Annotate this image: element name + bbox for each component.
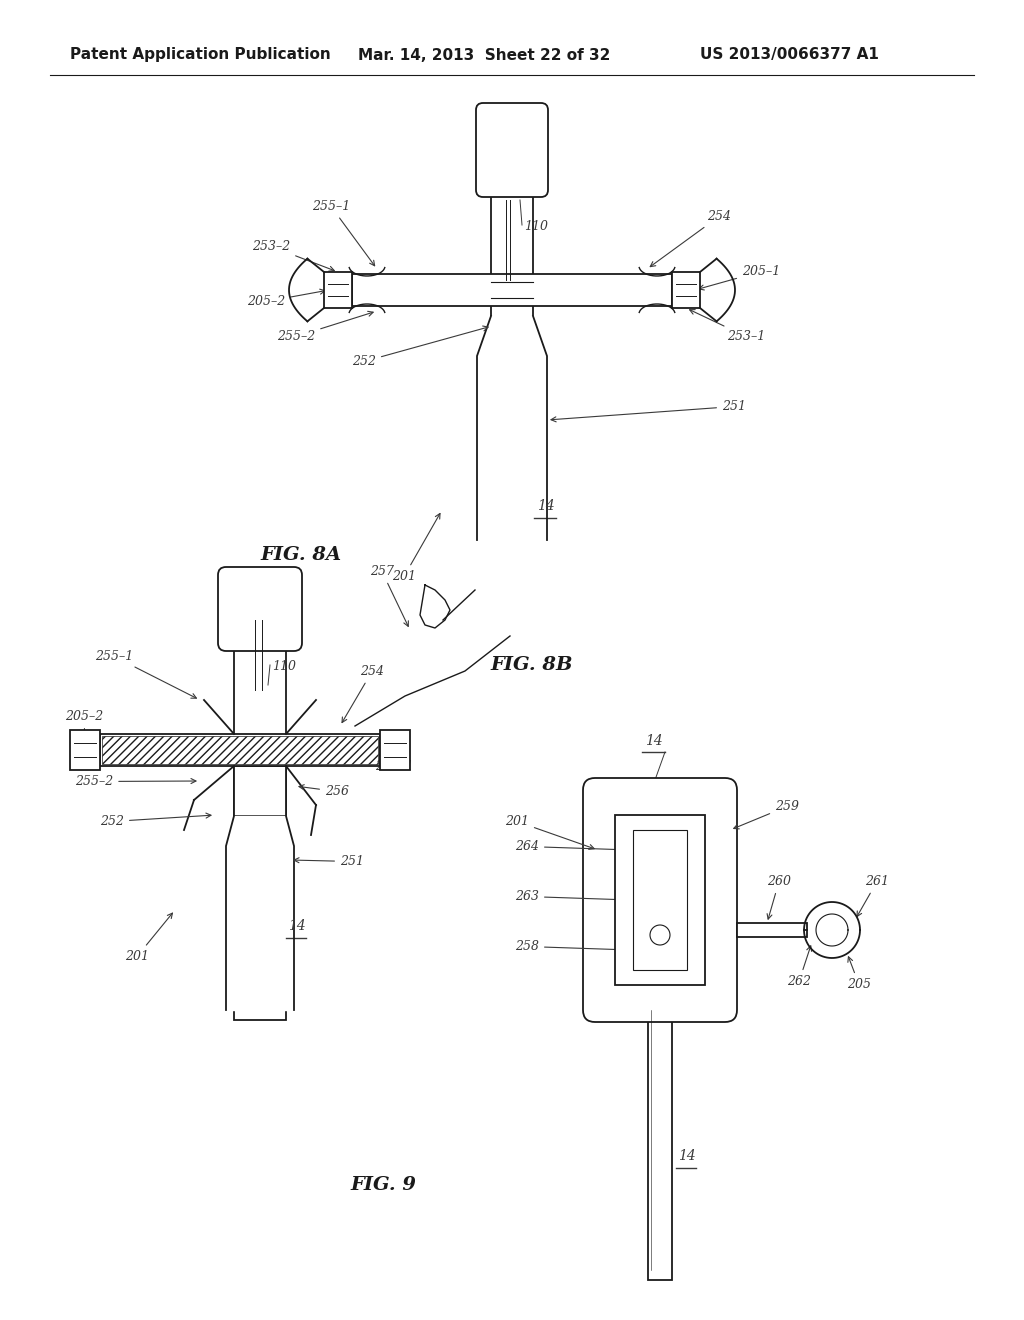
Bar <box>490 170 534 540</box>
Text: 255–1: 255–1 <box>95 649 197 698</box>
Text: 257: 257 <box>370 565 409 627</box>
Text: 255–1: 255–1 <box>312 201 375 265</box>
Text: 201: 201 <box>392 513 440 583</box>
Text: 14: 14 <box>645 734 663 748</box>
Text: 253–2: 253–2 <box>252 240 334 271</box>
Bar <box>633 830 687 970</box>
Text: US 2013/0066377 A1: US 2013/0066377 A1 <box>700 48 879 62</box>
Text: 110: 110 <box>272 660 296 673</box>
Bar <box>234 601 286 1020</box>
Text: Mar. 14, 2013  Sheet 22 of 32: Mar. 14, 2013 Sheet 22 of 32 <box>358 48 610 62</box>
Bar <box>234 766 286 816</box>
Text: 205–1: 205–1 <box>698 265 780 290</box>
Text: 252: 252 <box>352 326 488 368</box>
Text: 254: 254 <box>342 665 384 722</box>
Text: Patent Application Publication: Patent Application Publication <box>70 48 331 62</box>
Text: 263: 263 <box>515 890 627 903</box>
Text: 262: 262 <box>787 946 812 987</box>
Text: 251: 251 <box>551 400 746 422</box>
Text: FIG. 8B: FIG. 8B <box>490 656 572 675</box>
Text: 14: 14 <box>288 919 306 933</box>
Text: 205–2: 205–2 <box>247 289 325 308</box>
Text: 201: 201 <box>505 814 594 849</box>
Bar <box>70 730 100 770</box>
Text: 14: 14 <box>678 1148 695 1163</box>
Bar <box>102 737 378 764</box>
Text: 254: 254 <box>650 210 731 267</box>
Text: 258: 258 <box>515 940 627 953</box>
Circle shape <box>650 925 670 945</box>
Bar <box>737 923 807 937</box>
Text: FIG. 9: FIG. 9 <box>350 1176 416 1195</box>
Text: 264: 264 <box>515 840 627 853</box>
Text: 251: 251 <box>294 855 364 869</box>
Text: 260: 260 <box>767 875 791 919</box>
Bar <box>352 275 672 306</box>
Text: 205–2: 205–2 <box>65 710 103 746</box>
Text: 256: 256 <box>299 784 349 799</box>
Text: 255–2: 255–2 <box>75 775 196 788</box>
Bar <box>380 730 410 770</box>
Bar <box>672 272 700 308</box>
Text: 110: 110 <box>524 220 548 234</box>
Bar <box>100 734 380 766</box>
Bar <box>615 814 705 985</box>
Bar <box>648 1001 672 1280</box>
Text: 201: 201 <box>125 913 172 964</box>
FancyBboxPatch shape <box>476 103 548 197</box>
FancyBboxPatch shape <box>583 777 737 1022</box>
Text: 205: 205 <box>847 957 871 991</box>
FancyBboxPatch shape <box>218 568 302 651</box>
Text: 255–2: 255–2 <box>278 312 373 343</box>
Text: 261: 261 <box>857 875 889 916</box>
Text: 253–1: 253–1 <box>689 310 765 343</box>
Text: FIG. 8A: FIG. 8A <box>260 546 341 564</box>
Text: 205–1: 205–1 <box>375 748 414 774</box>
Text: 259: 259 <box>734 800 799 829</box>
Text: 14: 14 <box>537 499 555 513</box>
Bar <box>324 272 352 308</box>
Text: 252: 252 <box>100 813 211 828</box>
